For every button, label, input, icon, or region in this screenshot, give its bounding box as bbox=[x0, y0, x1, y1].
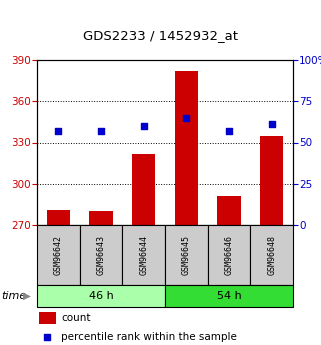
Text: GDS2233 / 1452932_at: GDS2233 / 1452932_at bbox=[83, 30, 238, 42]
Bar bbox=[80, 225, 122, 285]
Bar bbox=[47, 210, 70, 225]
Text: ▶: ▶ bbox=[23, 291, 31, 301]
Text: 46 h: 46 h bbox=[89, 291, 113, 301]
Point bbox=[184, 115, 189, 120]
Bar bbox=[250, 225, 293, 285]
Bar bbox=[165, 225, 208, 285]
Point bbox=[141, 123, 146, 129]
Text: GSM96646: GSM96646 bbox=[224, 235, 233, 275]
Point bbox=[99, 128, 104, 134]
Point bbox=[56, 128, 61, 134]
Bar bbox=[37, 225, 80, 285]
Bar bbox=[217, 196, 241, 225]
Text: GSM96644: GSM96644 bbox=[139, 235, 148, 275]
Bar bbox=[175, 71, 198, 225]
Text: percentile rank within the sample: percentile rank within the sample bbox=[61, 332, 237, 342]
Bar bbox=[132, 154, 155, 225]
Text: GSM96642: GSM96642 bbox=[54, 235, 63, 275]
Bar bbox=[165, 285, 293, 307]
Text: count: count bbox=[61, 313, 91, 323]
Text: GSM96643: GSM96643 bbox=[97, 235, 106, 275]
Text: GSM96648: GSM96648 bbox=[267, 235, 276, 275]
Bar bbox=[37, 285, 165, 307]
Bar bbox=[39, 312, 56, 324]
Bar bbox=[260, 136, 283, 225]
Bar bbox=[122, 225, 165, 285]
Text: GSM96645: GSM96645 bbox=[182, 235, 191, 275]
Bar bbox=[208, 225, 250, 285]
Text: time: time bbox=[2, 291, 27, 301]
Text: 54 h: 54 h bbox=[217, 291, 241, 301]
Bar bbox=[89, 211, 113, 225]
Point bbox=[269, 121, 274, 127]
Point bbox=[226, 128, 231, 134]
